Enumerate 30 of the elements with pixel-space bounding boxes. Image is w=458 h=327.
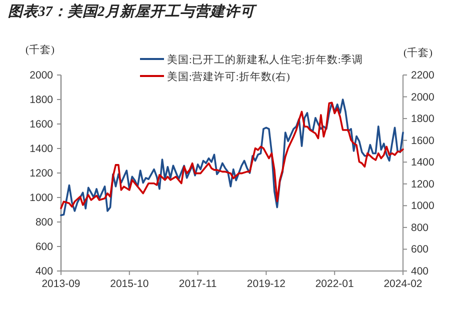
y2-tick-label: 2000	[411, 91, 435, 104]
y-tick-label: 2000	[30, 70, 54, 82]
x-tick-label: 2022-01	[315, 278, 354, 290]
y-tick-label: 1000	[30, 192, 54, 204]
y2-tick-label: 600	[411, 244, 429, 256]
y-tick-label: 1800	[30, 94, 54, 106]
y2-tick-label: 1200	[411, 178, 435, 190]
chart-title: 图表37：美国2月新屋开工与营建许可	[8, 3, 258, 20]
y2-tick-label: 800	[411, 222, 429, 234]
x-tick-label: 2024-02	[384, 278, 422, 290]
y2-tick-label: 1000	[411, 200, 435, 212]
y-tick-label: 1600	[30, 118, 54, 130]
y-tick-label: 1400	[30, 143, 54, 155]
x-tick-label: 2017-11	[178, 278, 217, 290]
y2-tick-label: 2200	[411, 70, 435, 82]
y-tick-label: 400	[35, 266, 54, 278]
x-tick-label: 2013-09	[42, 278, 80, 290]
legend-label: 美国:已开工的新建私人住宅:折年数:季调	[167, 53, 363, 66]
y-tick-label: 800	[35, 216, 54, 228]
y2-tick-label: 1400	[411, 156, 435, 169]
y-axis-title: (千套)	[26, 43, 55, 56]
y2-tick-label: 1600	[411, 134, 435, 147]
legend-label: 美国:营建许可:折年数(右)	[167, 70, 290, 83]
y2-tick-label: 400	[411, 266, 429, 278]
y-tick-label: 1200	[30, 168, 54, 180]
y2-axis-title: (千套)	[404, 46, 433, 59]
x-tick-label: 2015-10	[110, 278, 149, 290]
y-tick-label: 600	[35, 241, 54, 253]
y2-tick-label: 1800	[411, 113, 435, 126]
x-tick-label: 2019-12	[246, 278, 286, 290]
